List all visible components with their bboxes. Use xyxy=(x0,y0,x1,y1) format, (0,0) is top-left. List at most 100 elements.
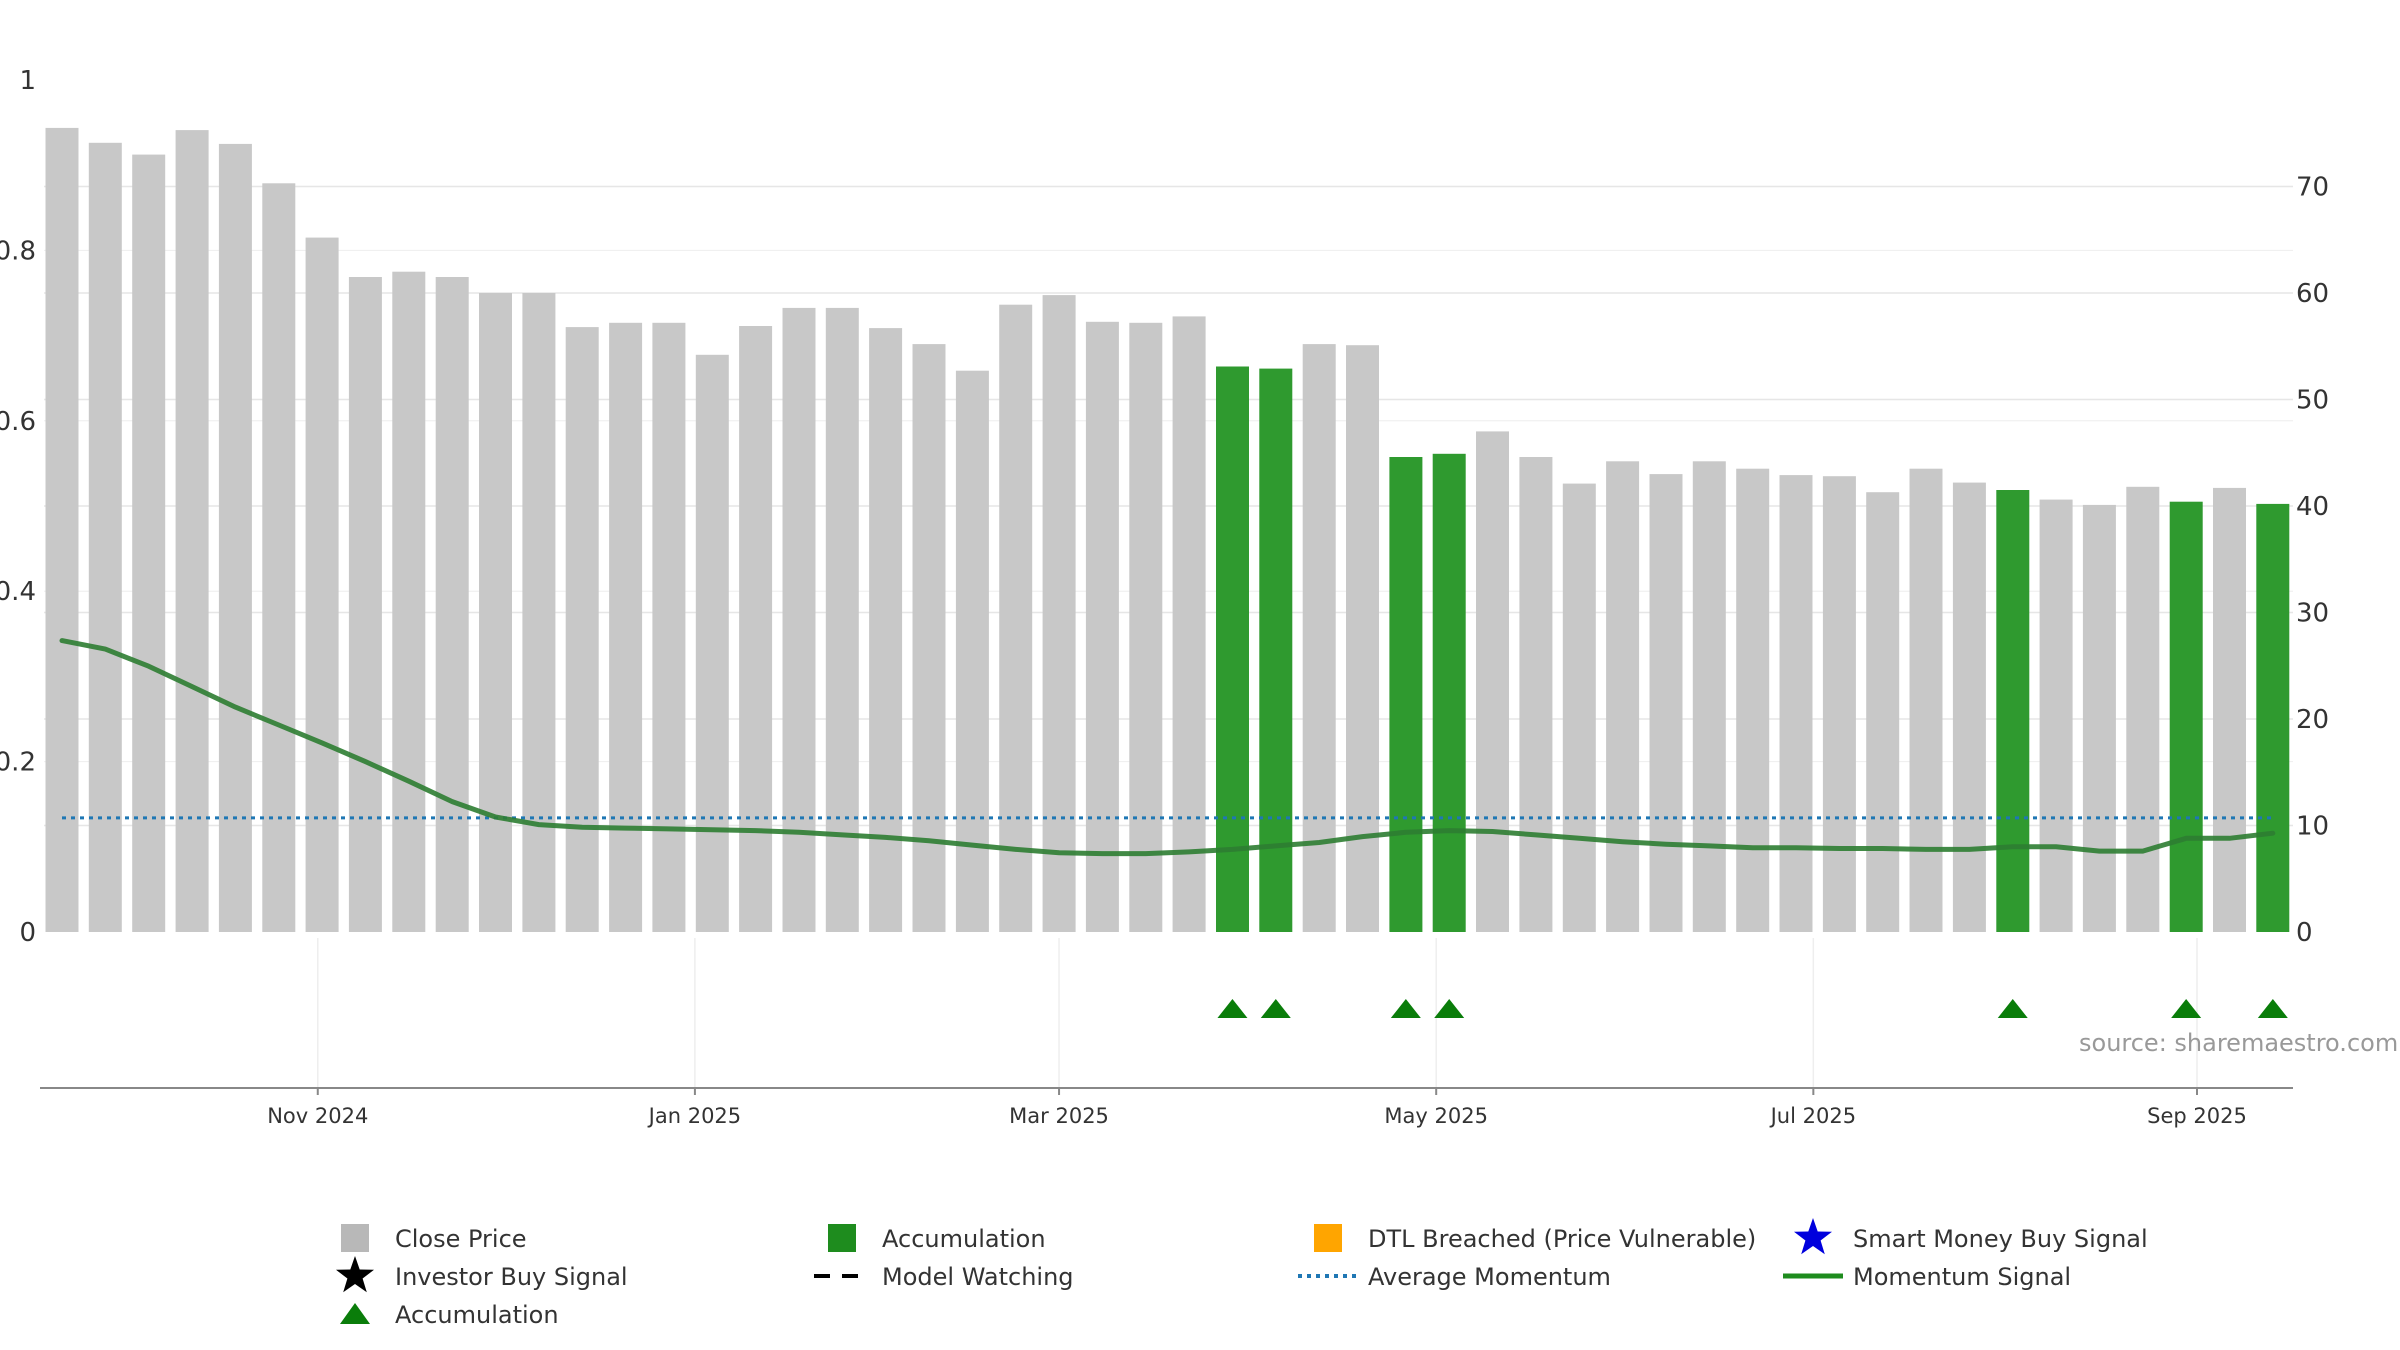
right-axis-tick-label: 70 xyxy=(2296,173,2329,203)
close-price-bar xyxy=(435,277,469,932)
close-price-bar xyxy=(2126,486,2160,932)
legend-square-icon xyxy=(828,1224,856,1252)
accumulation-triangle-marker xyxy=(2171,999,2202,1018)
legend-label: DTL Breached (Price Vulnerable) xyxy=(1368,1225,1756,1253)
x-axis-tick-label: Nov 2024 xyxy=(267,1104,368,1128)
close-price-bar xyxy=(262,183,296,933)
legend-label: Smart Money Buy Signal xyxy=(1853,1225,2148,1253)
legend-item-average-momentum: Average Momentum xyxy=(1298,1263,1611,1291)
close-price-bar xyxy=(88,142,122,933)
close-price-bar xyxy=(999,304,1033,932)
right-axis-tick-label: 10 xyxy=(2296,812,2329,842)
close-price-bar xyxy=(479,293,512,932)
source-label: source: sharemaestro.com xyxy=(2079,1029,2398,1057)
close-price-bar xyxy=(1172,316,1206,932)
close-price-bar xyxy=(1042,295,1076,933)
momentum-signal-line xyxy=(59,638,2276,857)
x-axis-tick-label: Jan 2025 xyxy=(647,1104,742,1128)
close-price-bar xyxy=(1129,322,1163,932)
close-price-bar xyxy=(1302,344,1336,933)
close-price-bar xyxy=(1476,431,1509,932)
legend-item-model-watching: Model Watching xyxy=(814,1263,1074,1291)
legend-label: Investor Buy Signal xyxy=(395,1263,628,1291)
accumulation-triangle-marker xyxy=(1390,999,1421,1018)
left-axis-tick-label: 0.6 xyxy=(0,407,36,437)
accumulation-bar xyxy=(2169,501,2203,932)
accumulation-bar xyxy=(1259,368,1293,933)
legend-item-close-price: Close Price xyxy=(341,1224,527,1253)
legend-label: Momentum Signal xyxy=(1853,1263,2071,1291)
lines-layer xyxy=(59,638,2276,857)
accumulation-triangle-marker xyxy=(1217,999,1248,1018)
legend-label: Accumulation xyxy=(395,1301,559,1329)
left-axis-tick-label: 0 xyxy=(19,918,36,948)
close-price-bar xyxy=(2039,499,2073,932)
legend-triangle-icon xyxy=(340,1303,370,1324)
close-price-bar xyxy=(609,322,643,932)
accumulation-bar xyxy=(1996,490,2030,932)
bars-layer xyxy=(45,127,2290,933)
close-price-bar xyxy=(1346,345,1379,932)
right-axis-tick-label: 0 xyxy=(2296,918,2313,948)
close-price-bar xyxy=(45,127,79,932)
close-price-bar xyxy=(1909,468,1943,932)
legend-label: Close Price xyxy=(395,1225,527,1253)
right-axis-tick-label: 60 xyxy=(2296,279,2329,309)
close-price-bar xyxy=(1692,461,1726,932)
accumulation-triangle-marker xyxy=(1434,999,1465,1018)
left-axis-tick-label: 0.8 xyxy=(0,236,36,266)
left-axis-tick-label: 0.4 xyxy=(0,577,36,607)
close-price-bar xyxy=(132,154,166,933)
legend-item-accumulation: Accumulation xyxy=(828,1224,1046,1253)
right-axis: 0 10 20 30 40 50 60 70 xyxy=(2296,173,2329,949)
close-price-bar xyxy=(348,277,382,932)
close-price-bar xyxy=(739,326,773,932)
close-price-bar xyxy=(955,370,989,932)
left-axis-tick-label: 1 xyxy=(19,66,36,96)
accumulation-bar xyxy=(1389,457,1423,932)
legend-label: Model Watching xyxy=(882,1263,1074,1291)
legend-item-investor-buy-signal: Investor Buy Signal xyxy=(336,1256,628,1293)
close-price-bar xyxy=(218,143,252,932)
x-axis-tick-label: Jul 2025 xyxy=(1769,1104,1856,1128)
close-price-bar xyxy=(2082,504,2116,932)
close-price-bar xyxy=(652,322,686,932)
close-price-bar xyxy=(175,130,209,933)
close-price-bar xyxy=(1606,461,1640,932)
close-price-bar xyxy=(1952,482,1986,932)
left-axis: 0 0.2 0.4 0.6 0.8 1 xyxy=(0,66,36,948)
close-price-bar xyxy=(2213,487,2246,932)
legend-item-accumulation: Accumulation xyxy=(340,1301,559,1329)
left-axis-tick-label: 0.2 xyxy=(0,748,36,778)
accumulation-triangle-marker xyxy=(2257,999,2288,1018)
right-axis-tick-label: 20 xyxy=(2296,705,2329,735)
legend-label: Accumulation xyxy=(882,1225,1046,1253)
accumulation-triangle-marker xyxy=(1997,999,2028,1018)
close-price-bar xyxy=(912,344,946,933)
right-axis-tick-label: 40 xyxy=(2296,492,2329,522)
right-axis-tick-label: 50 xyxy=(2296,386,2329,416)
legend-label: Average Momentum xyxy=(1368,1263,1611,1291)
legend: Close Price Accumulation DTL Breached (Pri… xyxy=(336,1218,2148,1329)
x-axis: Nov 2024 Jan 2025 Mar 2025 May 2025 Jul 2025… xyxy=(40,1087,2293,1128)
close-price-bar xyxy=(1866,492,1900,932)
close-price-bar xyxy=(1822,476,1856,932)
legend-item-momentum-signal: Momentum Signal xyxy=(1783,1263,2071,1291)
close-price-bar xyxy=(1736,468,1770,932)
legend-square-icon xyxy=(1314,1224,1342,1252)
close-price-bar xyxy=(1779,475,1813,932)
close-price-bar xyxy=(1649,474,1683,932)
close-price-bar xyxy=(1519,457,1553,932)
legend-item-dtl-breached-price-vulnerable: DTL Breached (Price Vulnerable) xyxy=(1314,1224,1756,1253)
close-price-bar xyxy=(695,354,729,932)
legend-square-icon xyxy=(341,1224,369,1252)
x-axis-tick-label: May 2025 xyxy=(1384,1104,1488,1128)
legend-star-icon xyxy=(336,1256,374,1293)
right-axis-tick-label: 30 xyxy=(2296,599,2329,629)
legend-star-icon xyxy=(1794,1218,1832,1255)
close-price-bar xyxy=(869,328,903,933)
accumulation-bar xyxy=(1216,366,1249,932)
accumulation-bar xyxy=(1432,453,1466,932)
close-price-bar xyxy=(392,271,426,932)
